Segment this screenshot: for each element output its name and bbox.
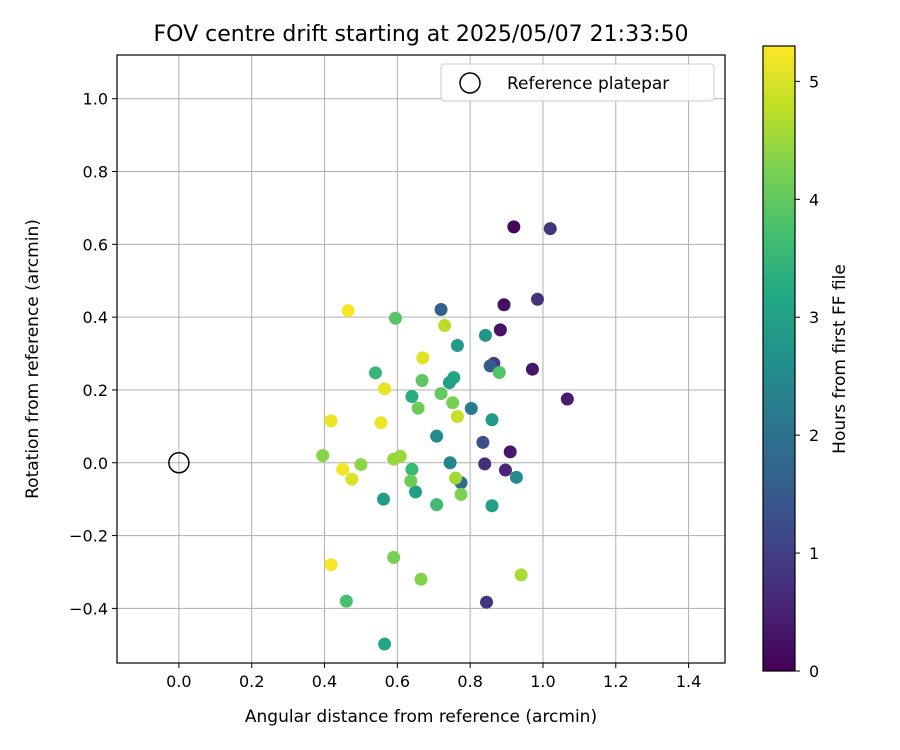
scatter-point — [339, 594, 353, 608]
colorbar-ticks: 0 1 2 3 4 5 — [795, 72, 819, 681]
scatter-point — [430, 498, 444, 512]
scatter-point — [414, 572, 428, 586]
colorbar-tick-label: 3 — [809, 308, 819, 327]
scatter-point — [449, 471, 463, 485]
scatter-point — [492, 365, 506, 379]
scatter-point — [497, 298, 511, 312]
scatter-point — [354, 458, 368, 472]
reference-point — [168, 452, 190, 474]
scatter-point — [543, 222, 557, 236]
scatter-point — [531, 292, 545, 306]
x-tick-label: 0.4 — [312, 672, 337, 691]
colorbar: 0 1 2 3 4 5 Hours from first FF file — [762, 45, 850, 681]
data-points — [316, 220, 574, 651]
scatter-point — [405, 462, 419, 476]
scatter-point — [509, 470, 523, 484]
legend: Reference platepar — [440, 63, 715, 102]
reference-marker — [168, 452, 190, 474]
y-axis-label: Rotation from reference (arcmin) — [23, 219, 43, 499]
y-tick-label: 1.0 — [83, 90, 108, 109]
scatter-point — [525, 362, 539, 376]
colorbar-tick-label: 4 — [809, 190, 819, 209]
grid — [117, 55, 725, 663]
scatter-point — [336, 462, 350, 476]
scatter-point — [464, 402, 478, 416]
scatter-point — [415, 373, 429, 387]
colorbar-tick-label: 5 — [809, 72, 819, 91]
scatter-point — [498, 463, 512, 477]
colorbar-tick-label: 2 — [809, 426, 819, 445]
scatter-point — [368, 366, 382, 380]
scatter-point — [416, 351, 430, 365]
scatter-point — [374, 416, 388, 430]
colorbar-tick-label: 0 — [809, 662, 819, 681]
x-tick-label: 1.2 — [603, 672, 628, 691]
scatter-point — [405, 389, 419, 403]
scatter-point — [447, 371, 461, 385]
scatter-point — [387, 550, 401, 564]
scatter-point — [485, 413, 499, 427]
scatter-point — [454, 487, 468, 501]
y-tick-label: 0.6 — [83, 235, 108, 254]
scatter-point — [324, 558, 338, 572]
colorbar-frame — [762, 45, 796, 672]
plot-frame — [116, 54, 726, 664]
scatter-point — [316, 448, 330, 462]
x-tick-label: 1.4 — [676, 672, 701, 691]
scatter-point — [478, 328, 492, 342]
y-tick-label: 0.8 — [83, 163, 108, 182]
y-tick-label: −0.2 — [69, 527, 108, 546]
legend-label: Reference platepar — [507, 74, 669, 94]
legend-box — [440, 63, 715, 102]
scatter-point — [485, 499, 499, 513]
y-tick-label: −0.4 — [69, 599, 108, 618]
scatter-point — [345, 472, 359, 486]
scatter-point — [430, 429, 444, 443]
scatter-point — [476, 435, 490, 449]
x-tick-label: 0.6 — [385, 672, 410, 691]
scatter-point — [446, 396, 460, 410]
scatter-point — [378, 382, 392, 396]
scatter-point — [411, 401, 425, 415]
scatter-point — [450, 339, 464, 353]
x-tick-label: 0.8 — [457, 672, 482, 691]
scatter-point — [393, 449, 407, 463]
scatter-point — [503, 445, 517, 459]
scatter-point — [324, 414, 338, 428]
colorbar-label: Hours from first FF file — [830, 264, 850, 454]
scatter-point — [404, 474, 418, 488]
scatter-point — [483, 359, 497, 373]
scatter-point — [478, 457, 492, 471]
scatter-point — [450, 410, 464, 424]
scatter-point — [507, 220, 521, 234]
scatter-point — [378, 637, 392, 651]
colorbar-tick-label: 1 — [809, 544, 819, 563]
y-tick-label: 0.4 — [83, 308, 108, 327]
scatter-point — [480, 595, 494, 609]
scatter-point — [341, 304, 355, 318]
scatter-point — [389, 311, 403, 325]
scatter-point — [434, 302, 448, 316]
y-axis-ticks: −0.4 −0.2 0.0 0.2 0.4 0.6 0.8 1.0 — [69, 90, 117, 618]
colorbar-gradient — [763, 46, 795, 671]
scatter-point — [514, 568, 528, 582]
legend-marker-icon — [459, 72, 481, 94]
chart-title: FOV centre drift starting at 2025/05/07 … — [154, 22, 689, 47]
scatter-point — [493, 323, 507, 337]
x-axis-label: Angular distance from reference (arcmin) — [245, 707, 597, 727]
y-tick-label: 0.2 — [83, 381, 108, 400]
x-tick-label: 0.2 — [239, 672, 264, 691]
scatter-point — [438, 319, 452, 333]
scatter-point — [434, 387, 448, 401]
scatter-point — [443, 456, 457, 470]
x-axis-ticks: 0.0 0.2 0.4 0.6 0.8 1.0 1.2 1.4 — [166, 663, 701, 691]
y-tick-label: 0.0 — [83, 454, 108, 473]
scatter-point — [560, 392, 574, 406]
scatter-point — [409, 485, 423, 499]
x-tick-label: 1.0 — [530, 672, 555, 691]
scatter-point — [377, 492, 391, 506]
x-tick-label: 0.0 — [166, 672, 191, 691]
